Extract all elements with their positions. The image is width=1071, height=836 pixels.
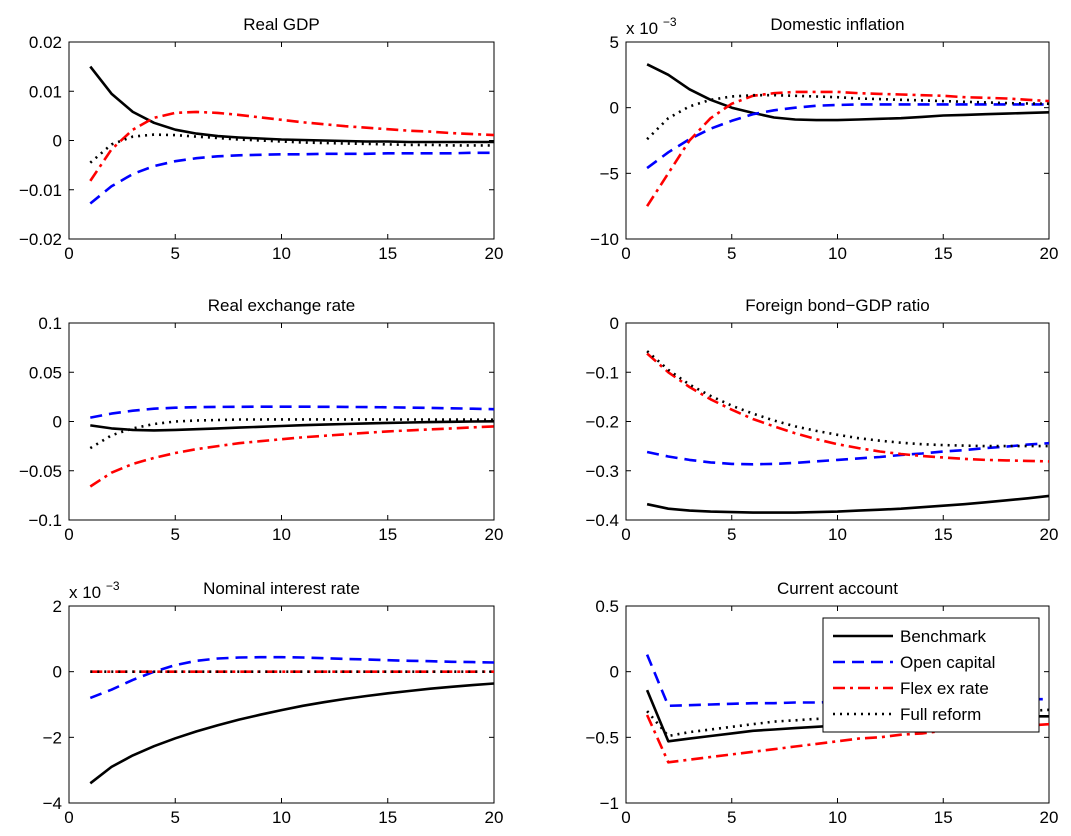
- legend-entry-full-reform: Full reform: [900, 705, 981, 724]
- x-tick-label: 15: [934, 244, 953, 263]
- x-tick-label: 5: [727, 525, 736, 544]
- x-tick-label: 20: [1040, 244, 1059, 263]
- legend-entry-open-capital: Open capital: [900, 653, 995, 672]
- panel-real-exchange-rate: 0 5 10 15 20 −0.1 −0.05 0 0.05 0.1 Real exchange r…: [19, 296, 503, 544]
- series-line-open-capital: [89, 655, 495, 700]
- y-tick-label: 0: [53, 413, 62, 432]
- y-tick-label: 0.01: [29, 82, 62, 101]
- y-tick-label: 2: [53, 597, 62, 616]
- y-tick-label: −0.5: [585, 728, 619, 747]
- chart-title: Foreign bond−GDP ratio: [745, 296, 929, 315]
- x-tick-label: 15: [378, 808, 397, 827]
- y-tick-label: 0.1: [38, 314, 62, 333]
- y-exponent-power: −3: [663, 15, 677, 29]
- y-tick-label: −10: [590, 230, 619, 249]
- x-tick-label: 5: [171, 808, 180, 827]
- legend: Benchmark Open capital Flex ex rate Full re…: [822, 617, 1040, 733]
- panel-foreign-bond-gdp-ratio: 0 5 10 15 20 −0.4 −0.3 −0.2 −0.1 0 Foreign bond−GD…: [585, 296, 1058, 544]
- series-line-benchmark: [646, 494, 1050, 514]
- y-tick-label: 5: [610, 33, 619, 52]
- y-tick-label: 0: [610, 314, 619, 333]
- y-tick-label: 0: [53, 663, 62, 682]
- series-line-benchmark: [646, 63, 1050, 122]
- y-tick-label: −5: [600, 164, 619, 183]
- y-tick-label: −0.3: [585, 462, 619, 481]
- x-tick-label: 0: [621, 525, 630, 544]
- x-tick-label: 5: [171, 525, 180, 544]
- panel-current-account: 0 5 10 15 20 −1 −0.5 0 0.5 Current account Benchma…: [585, 579, 1058, 827]
- series-line-benchmark: [89, 682, 495, 785]
- chart-title: Domestic inflation: [770, 15, 904, 34]
- x-tick-label: 0: [621, 808, 630, 827]
- y-tick-label: 0.5: [595, 597, 619, 616]
- y-exponent-power: −3: [106, 579, 120, 593]
- x-tick-label: 20: [485, 525, 504, 544]
- x-tick-label: 15: [934, 525, 953, 544]
- series-line-flex-ex-rate: [89, 110, 495, 182]
- series-line-benchmark: [90, 420, 495, 432]
- panel-real-gdp: 0 5 10 15 20 −0.02 −0.01 0 0.01 0.02 Real GDP: [19, 15, 503, 263]
- series-line-open-capital: [646, 103, 1049, 170]
- x-tick-label: 10: [272, 808, 291, 827]
- y-tick-label: 0.05: [29, 363, 62, 382]
- x-tick-label: 20: [485, 244, 504, 263]
- series-line-open-capital: [646, 441, 1050, 466]
- x-tick-label: 10: [272, 525, 291, 544]
- x-tick-label: 10: [272, 244, 291, 263]
- x-tick-label: 0: [621, 244, 630, 263]
- x-tick-label: 15: [378, 244, 397, 263]
- legend-entry-flex-ex-rate: Flex ex rate: [900, 679, 989, 698]
- y-tick-label: 0.02: [29, 33, 62, 52]
- series-line-flex-ex-rate: [89, 425, 495, 488]
- series-line-full-reform: [89, 418, 495, 450]
- x-tick-label: 10: [828, 808, 847, 827]
- axes-box: [625, 322, 1050, 521]
- axes-box: [68, 605, 495, 804]
- x-tick-label: 10: [828, 525, 847, 544]
- x-tick-label: 20: [1040, 525, 1059, 544]
- y-tick-label: −0.4: [585, 511, 619, 530]
- chart-title: Real exchange rate: [208, 296, 355, 315]
- x-tick-label: 20: [1040, 808, 1059, 827]
- x-tick-label: 10: [828, 244, 847, 263]
- series-line-full-reform: [89, 133, 494, 164]
- y-tick-label: −1: [600, 794, 619, 813]
- series-line-full-reform: [646, 93, 1050, 141]
- y-tick-label: 0: [53, 132, 62, 151]
- y-tick-label: −0.1: [585, 363, 619, 382]
- x-tick-label: 5: [727, 808, 736, 827]
- x-tick-label: 15: [378, 525, 397, 544]
- x-tick-label: 15: [934, 808, 953, 827]
- y-tick-label: −0.1: [28, 511, 62, 530]
- series-line-flex-ex-rate: [646, 90, 1050, 207]
- chart-title: Current account: [777, 579, 898, 598]
- x-tick-label: 0: [64, 808, 73, 827]
- chart-title: Real GDP: [243, 15, 320, 34]
- x-tick-label: 0: [64, 525, 73, 544]
- x-tick-label: 5: [727, 244, 736, 263]
- y-exponent-label: x 10 −3: [626, 15, 677, 38]
- y-tick-label: −0.2: [585, 413, 619, 432]
- legend-entry-benchmark: Benchmark: [900, 627, 986, 646]
- series-line-flex-ex-rate: [646, 352, 1050, 463]
- y-exponent-label: x 10 −3: [69, 579, 120, 602]
- series-line-benchmark: [89, 65, 494, 144]
- x-tick-label: 20: [485, 808, 504, 827]
- y-tick-label: 0: [610, 663, 619, 682]
- panel-nominal-interest-rate: 0 5 10 15 20 −4 −2 0 2 Nominal interest rate x 10 …: [43, 579, 504, 827]
- y-tick-label: −0.01: [19, 181, 62, 200]
- y-tick-label: −0.02: [19, 230, 62, 249]
- series-line-open-capital: [90, 405, 495, 419]
- panel-domestic-inflation: 0 5 10 15 20 −10 −5 0 5 Domestic inflation x 10 −3: [590, 15, 1058, 263]
- y-tick-label: −0.05: [19, 462, 62, 481]
- y-tick-label: −4: [43, 794, 62, 813]
- chart-title: Nominal interest rate: [203, 579, 360, 598]
- x-tick-label: 0: [64, 244, 73, 263]
- series-line-open-capital: [89, 151, 494, 205]
- y-tick-label: 0: [610, 99, 619, 118]
- y-tick-label: −2: [43, 728, 62, 747]
- x-tick-label: 5: [171, 244, 180, 263]
